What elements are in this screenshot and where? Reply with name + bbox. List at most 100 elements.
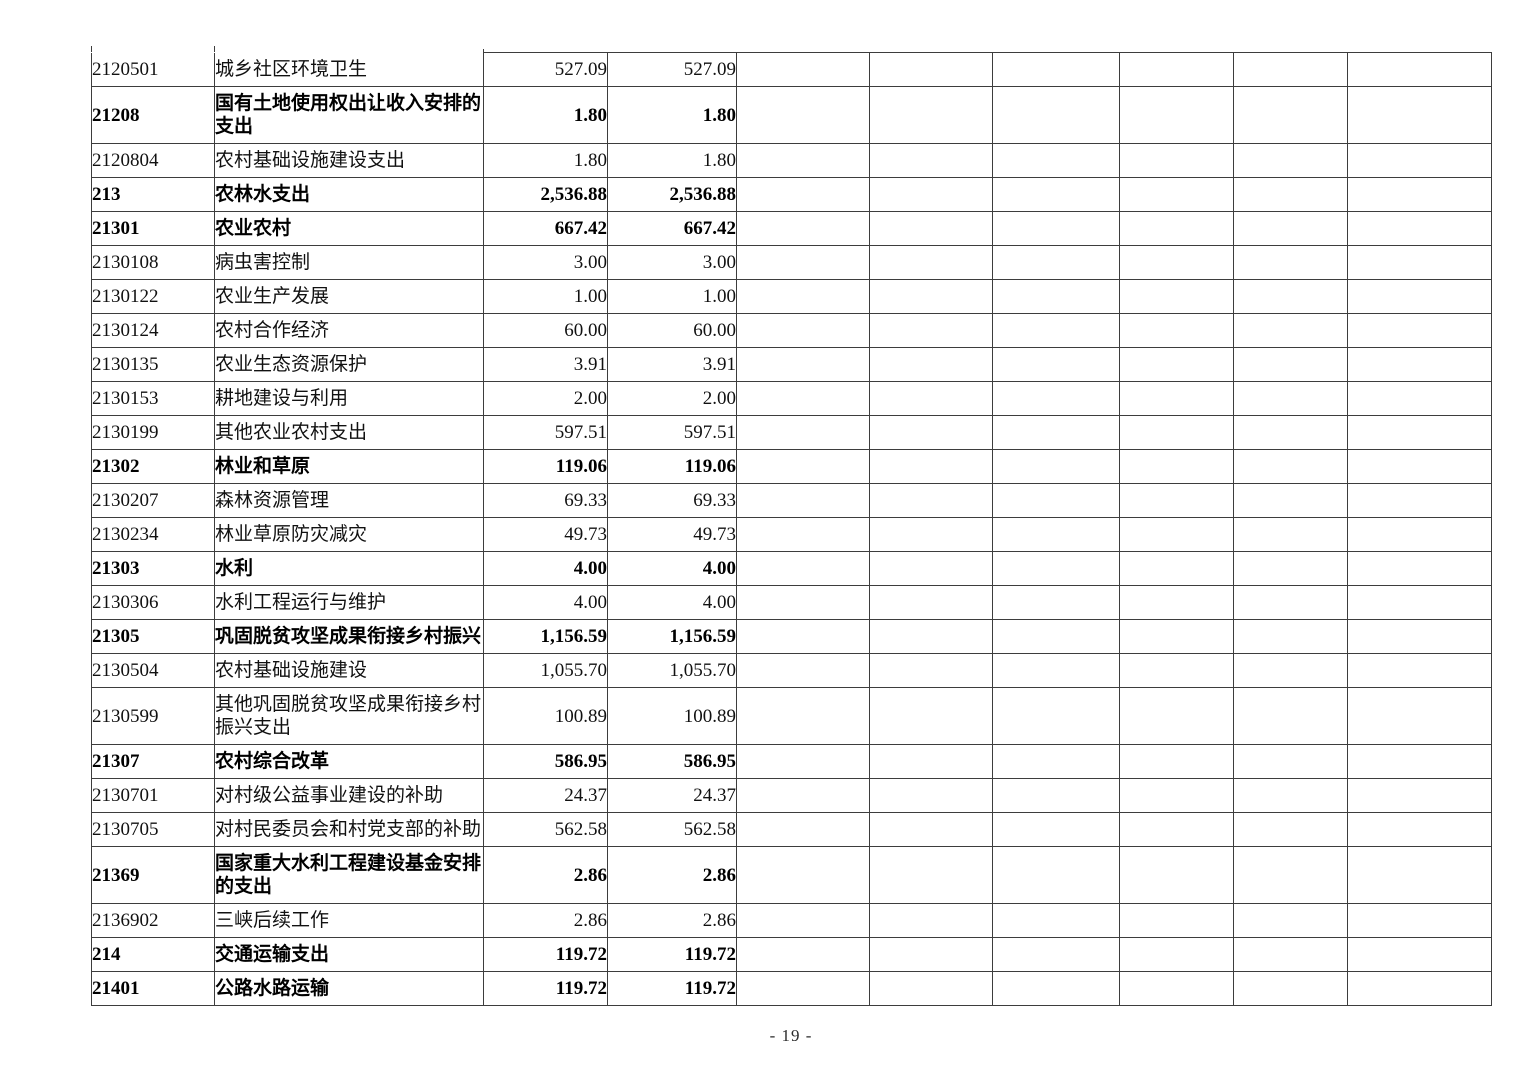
amount-cell-2: 119.72 [607,971,737,1006]
empty-cell [1233,177,1348,212]
amount-cell-2: 1.00 [607,279,737,314]
amount-cell-2: 4.00 [607,585,737,620]
empty-cell [1119,279,1234,314]
empty-cell [1233,937,1348,972]
empty-cell [736,279,870,314]
empty-cell [1347,245,1492,280]
empty-cell [1233,279,1348,314]
name-cell: 林业草原防灾减灾 [214,517,484,552]
empty-cell [1119,937,1234,972]
empty-cell [1233,517,1348,552]
amount-cell-2: 1.80 [607,143,737,178]
table-row: 21301 农业农村 667.42 667.42 [91,211,1492,246]
empty-cell [869,52,993,87]
empty-cell [1119,551,1234,586]
code-cell: 2130199 [91,415,215,450]
code-cell: 2130306 [91,585,215,620]
empty-cell [992,177,1120,212]
name-cell: 国家重大水利工程建设基金安排 的支出 [214,846,484,904]
empty-cell [1119,415,1234,450]
code-cell: 2136902 [91,903,215,938]
amount-cell-2: 24.37 [607,778,737,813]
empty-cell [736,177,870,212]
empty-cell [1347,971,1492,1006]
empty-cell [1233,483,1348,518]
empty-cell [1119,619,1234,654]
name-cell: 森林资源管理 [214,483,484,518]
amount-cell-1: 3.91 [483,347,608,382]
name-cell: 病虫害控制 [214,245,484,280]
code-cell: 21303 [91,551,215,586]
table-row: 21401 公路水路运输 119.72 119.72 [91,971,1492,1006]
empty-cell [1233,86,1348,144]
table-row: 2130108 病虫害控制 3.00 3.00 [91,245,1492,280]
code-cell: 213 [91,177,215,212]
table-row: 2136902 三峡后续工作 2.86 2.86 [91,903,1492,938]
empty-cell [869,778,993,813]
empty-cell [869,143,993,178]
table-row: 21307 农村综合改革 586.95 586.95 [91,744,1492,779]
empty-cell [736,551,870,586]
empty-cell [736,347,870,382]
amount-cell-1: 60.00 [483,313,608,348]
amount-cell-2: 2.00 [607,381,737,416]
empty-cell [736,778,870,813]
empty-cell [1233,449,1348,484]
amount-cell-1: 2.00 [483,381,608,416]
empty-cell [992,483,1120,518]
empty-cell [869,812,993,847]
empty-cell [869,937,993,972]
table-row: 2130701 对村级公益事业建设的补助 24.37 24.37 [91,778,1492,813]
empty-cell [992,52,1120,87]
name-cell: 交通运输支出 [214,937,484,972]
empty-cell [1347,279,1492,314]
table-row: 2120804 农村基础设施建设支出 1.80 1.80 [91,143,1492,178]
table-row: 21369 国家重大水利工程建设基金安排 的支出 2.86 2.86 [91,846,1492,904]
amount-cell-2: 3.91 [607,347,737,382]
empty-cell [869,971,993,1006]
code-cell: 2130705 [91,812,215,847]
name-cell: 三峡后续工作 [214,903,484,938]
empty-cell [1347,653,1492,688]
name-cell: 林业和草原 [214,449,484,484]
empty-cell [1233,653,1348,688]
table-row: 2130306 水利工程运行与维护 4.00 4.00 [91,585,1492,620]
empty-cell [992,653,1120,688]
amount-cell-2: 4.00 [607,551,737,586]
table-row: 214 交通运输支出 119.72 119.72 [91,937,1492,972]
empty-cell [1347,517,1492,552]
table-row: 21305 巩固脱贫攻坚成果衔接乡村振兴 1,156.59 1,156.59 [91,619,1492,654]
empty-cell [1233,619,1348,654]
amount-cell-1: 1.00 [483,279,608,314]
amount-cell-1: 562.58 [483,812,608,847]
amount-cell-2: 60.00 [607,313,737,348]
table-border-stub [483,49,484,53]
empty-cell [736,585,870,620]
empty-cell [1119,846,1234,904]
empty-cell [992,585,1120,620]
name-cell: 农村合作经济 [214,313,484,348]
amount-cell-2: 1.80 [607,86,737,144]
empty-cell [1347,313,1492,348]
amount-cell-1: 4.00 [483,551,608,586]
code-cell: 21401 [91,971,215,1006]
empty-cell [1233,52,1348,87]
empty-cell [869,551,993,586]
empty-cell [869,619,993,654]
empty-cell [1347,381,1492,416]
name-cell: 农村综合改革 [214,744,484,779]
amount-cell-1: 1.80 [483,143,608,178]
empty-cell [1347,347,1492,382]
empty-cell [1233,381,1348,416]
name-cell: 农村基础设施建设 [214,653,484,688]
empty-cell [869,211,993,246]
empty-cell [736,52,870,87]
code-cell: 2120804 [91,143,215,178]
code-cell: 2130234 [91,517,215,552]
amount-cell-2: 2.86 [607,903,737,938]
name-cell: 农村基础设施建设支出 [214,143,484,178]
empty-cell [1347,483,1492,518]
empty-cell [1347,778,1492,813]
empty-cell [992,619,1120,654]
empty-cell [869,585,993,620]
